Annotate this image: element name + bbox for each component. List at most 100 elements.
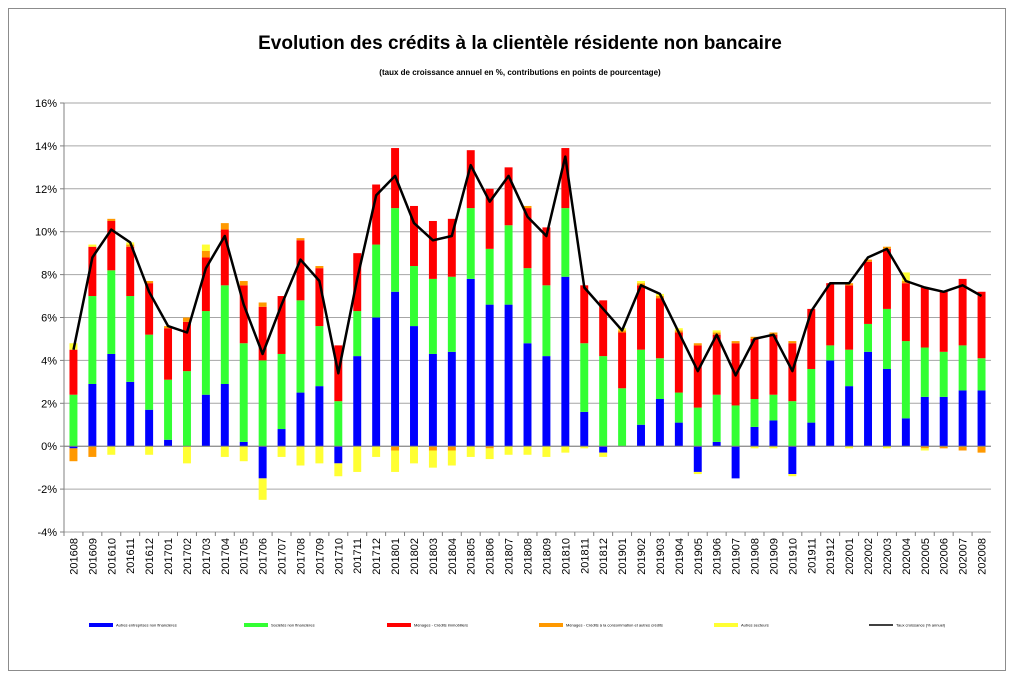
- bar-segment: [447, 450, 456, 466]
- bar-segment: [523, 205, 532, 209]
- bar-segment: [693, 343, 702, 346]
- x-tick-label: 201710: [333, 538, 345, 575]
- bar-segment: [69, 446, 78, 449]
- bar-segment: [164, 328, 173, 380]
- bar-segment: [561, 276, 570, 447]
- y-tick-label: 4%: [41, 355, 57, 367]
- chart-svg: Evolution des crédits à la clientèle rés…: [35, 33, 991, 628]
- bar-segment: [107, 220, 116, 271]
- bar-segment: [145, 283, 154, 335]
- bar-segment: [277, 296, 286, 354]
- bar-segment: [901, 418, 910, 447]
- bar-segment: [315, 266, 324, 269]
- x-tick-label: 201811: [579, 538, 591, 574]
- bar-segment: [901, 341, 910, 419]
- bar-segment: [315, 446, 324, 464]
- bar-segment: [580, 343, 589, 412]
- bar-segment: [542, 446, 551, 457]
- bar-segment: [88, 383, 97, 447]
- bar-segment: [201, 394, 210, 447]
- x-tick-label: 202007: [958, 538, 970, 575]
- bar-segment: [769, 420, 778, 447]
- bar-segment: [523, 268, 532, 344]
- x-tick-label: 202003: [882, 538, 894, 575]
- bar-segment: [958, 345, 967, 391]
- bar-segment: [788, 446, 797, 475]
- legend-swatch: [714, 623, 738, 627]
- x-tick-label: 201910: [787, 538, 799, 575]
- bar-segment: [674, 392, 683, 423]
- bar-segment: [845, 285, 854, 350]
- line-layer: [72, 155, 983, 377]
- bar-segment: [674, 332, 683, 393]
- bar-segment: [504, 167, 513, 226]
- bar-segment: [542, 356, 551, 447]
- x-tick-label: 201608: [68, 538, 80, 575]
- bar-segment: [182, 371, 191, 447]
- bar-segment: [428, 278, 437, 354]
- bar-segment: [258, 306, 267, 361]
- bar-segment: [864, 351, 873, 447]
- x-tick-label: 201902: [636, 538, 648, 575]
- bar-segment: [731, 405, 740, 447]
- bar-segment: [145, 281, 154, 284]
- x-tick-label: 201707: [277, 538, 289, 575]
- bar-segment: [485, 448, 494, 460]
- bar-segment: [882, 248, 891, 309]
- bar-segment: [428, 450, 437, 468]
- x-tick-label: 201802: [409, 538, 421, 575]
- y-tick-label: 2%: [41, 398, 57, 410]
- bar-segment: [126, 296, 135, 382]
- bar-segment: [447, 276, 456, 352]
- bar-segment: [428, 446, 437, 451]
- bar-segment: [618, 332, 627, 389]
- bar-segment: [618, 388, 627, 447]
- bar-segment: [693, 345, 702, 408]
- x-tick-label: 201805: [466, 538, 478, 575]
- x-tick-label: 201611: [125, 538, 137, 574]
- bar-segment: [826, 345, 835, 361]
- x-tick-label: 201703: [201, 538, 213, 575]
- bar-segment: [864, 261, 873, 324]
- axis-layer: -4% -2% 0% 2% 4% 6% 8% 10% 12% 14% 16% 201608 201609…: [35, 98, 991, 575]
- x-tick-label: 201612: [144, 538, 156, 575]
- bar-segment: [239, 441, 248, 447]
- bar-segment: [599, 452, 608, 457]
- x-tick-label: 201903: [655, 538, 667, 575]
- bar-segment: [485, 248, 494, 305]
- bar-segment: [107, 446, 116, 455]
- legend-label: Taux croissance (% annuel): [896, 623, 946, 628]
- bar-segment: [788, 401, 797, 447]
- bar-segment: [258, 302, 267, 307]
- bar-segment: [977, 390, 986, 447]
- legend-swatch: [539, 623, 563, 627]
- bar-segment: [920, 287, 929, 348]
- bar-segment: [258, 360, 267, 447]
- bar-segment: [182, 446, 191, 464]
- bar-segment: [580, 411, 589, 447]
- x-tick-label: 201706: [258, 538, 270, 575]
- bar-segment: [712, 334, 721, 395]
- bar-segment: [769, 394, 778, 421]
- bar-segment: [750, 446, 759, 449]
- bar-segment: [845, 349, 854, 387]
- bar-segment: [466, 208, 475, 279]
- y-tick-label: 10%: [35, 227, 57, 239]
- bar-segment: [88, 446, 97, 457]
- bar-segment: [561, 446, 570, 453]
- y-tick-label: 14%: [35, 141, 57, 153]
- bar-segment: [201, 244, 210, 252]
- y-tick-label: 8%: [41, 270, 57, 282]
- y-tick-label: -4%: [37, 527, 57, 539]
- x-tick-label: 201901: [617, 538, 629, 575]
- bar-segment: [655, 399, 664, 447]
- bar-segment: [504, 446, 513, 455]
- bar-segment: [239, 343, 248, 442]
- bar-segment: [769, 446, 778, 449]
- bar-segment: [788, 341, 797, 344]
- bar-segment: [693, 471, 702, 475]
- bar-segment: [164, 439, 173, 447]
- bar-segment: [485, 188, 494, 249]
- legend-label: Ménages - Crédits immobiliers: [414, 623, 468, 628]
- bar-segment: [655, 296, 664, 299]
